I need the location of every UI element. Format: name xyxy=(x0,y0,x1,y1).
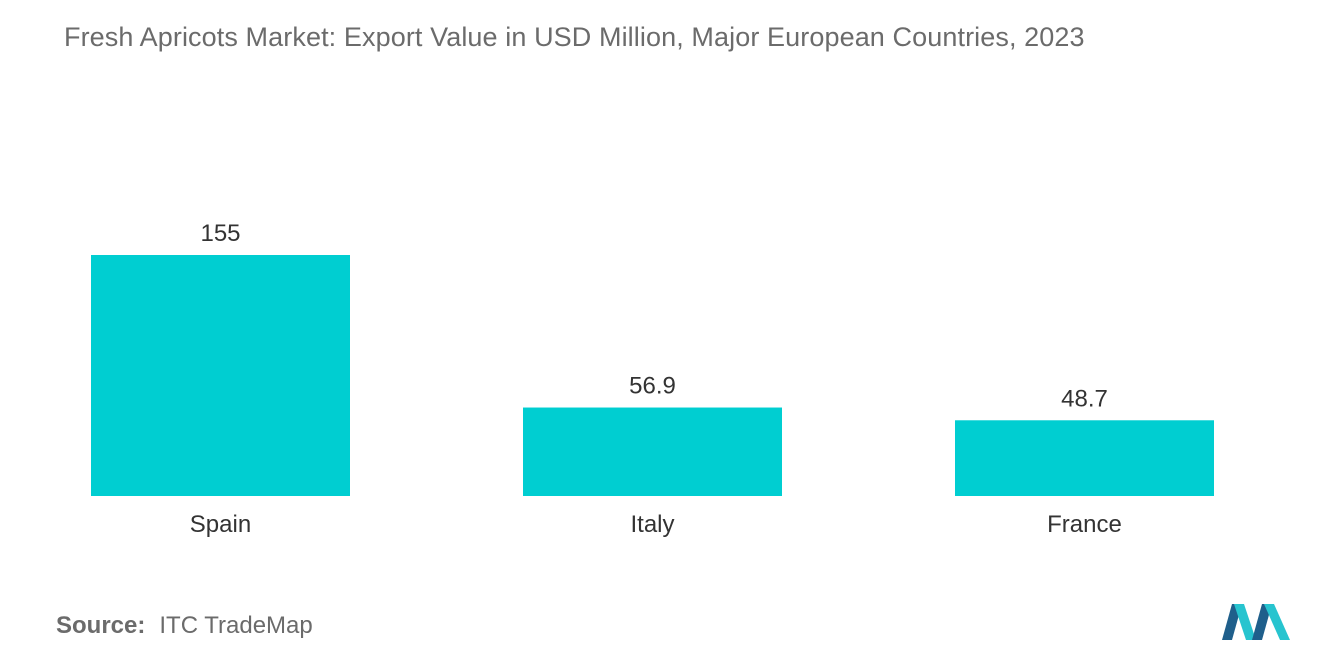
bar-spain xyxy=(91,255,350,496)
value-label-spain: 155 xyxy=(200,220,240,247)
bar-france xyxy=(955,420,1214,496)
category-label-spain: Spain xyxy=(190,511,251,538)
category-label-italy: Italy xyxy=(630,511,674,538)
category-label-france: France xyxy=(1047,511,1122,538)
brand-logo-icon xyxy=(1222,604,1290,640)
chart-title: Fresh Apricots Market: Export Value in U… xyxy=(64,22,1085,52)
category-labels-group: Spain Italy France xyxy=(190,511,1122,538)
bars-group xyxy=(91,255,1214,496)
bar-italy xyxy=(523,407,782,496)
source-note: Source: ITC TradeMap xyxy=(56,612,313,640)
bar-chart: 155 56.9 48.7 Spain Italy France xyxy=(91,220,1214,538)
source-label: Source: xyxy=(56,612,146,639)
source-text: ITC TradeMap xyxy=(159,612,313,639)
value-label-france: 48.7 xyxy=(1061,385,1108,412)
value-label-italy: 56.9 xyxy=(629,373,676,400)
value-labels-group: 155 56.9 48.7 xyxy=(200,220,1107,412)
